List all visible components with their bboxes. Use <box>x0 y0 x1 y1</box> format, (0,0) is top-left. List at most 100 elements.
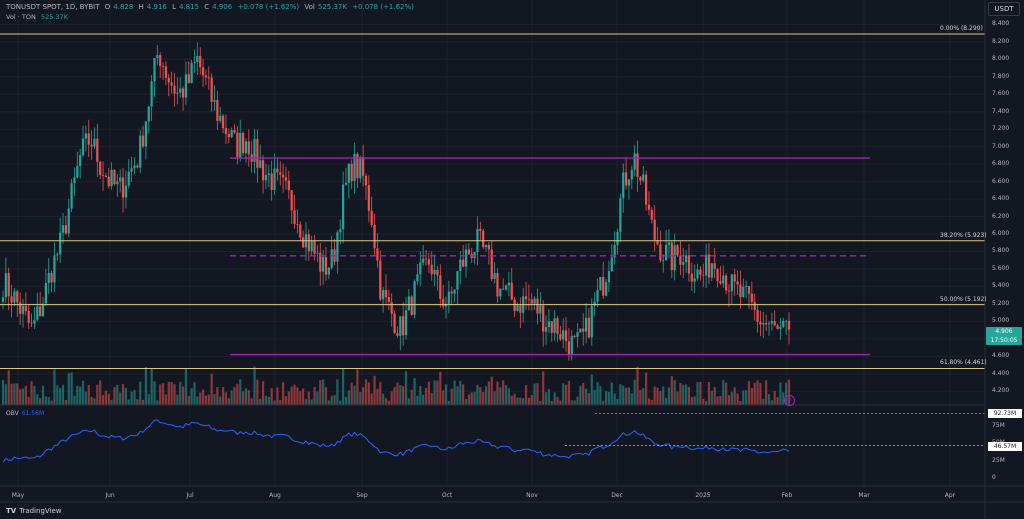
obv-value: 61.56M <box>21 410 45 417</box>
volume-bar <box>347 390 350 405</box>
obv-tick-label: 25M <box>992 456 1005 464</box>
volume-bar <box>270 388 273 405</box>
candle-body <box>213 100 216 102</box>
volume-bar <box>616 398 619 405</box>
volume-bar <box>627 387 631 405</box>
volume-bar <box>504 385 508 405</box>
candle-body <box>785 320 788 322</box>
candle-body <box>19 302 22 314</box>
candle-body <box>50 272 53 283</box>
time-tick-label: Dec <box>611 492 623 499</box>
volume-bar <box>482 392 485 405</box>
candle-body <box>516 305 519 312</box>
candle-body <box>210 77 213 102</box>
candle-body <box>193 62 196 63</box>
volume-bar <box>747 381 751 405</box>
volume-bar <box>579 385 582 405</box>
volume-bar <box>344 397 348 405</box>
currency-button[interactable]: USDT <box>988 2 1020 16</box>
alert-circle-icon[interactable]: ◎ <box>784 395 795 406</box>
price-tick-label: 4.200 <box>992 387 1010 395</box>
candle-body <box>507 282 510 286</box>
volume-bar <box>527 397 531 405</box>
volume-bar <box>139 381 142 405</box>
volume-bar <box>467 394 470 405</box>
volume-bar <box>121 384 125 405</box>
volume-bar <box>99 380 102 405</box>
candle-body <box>327 267 330 275</box>
volume-bar <box>1 379 5 405</box>
volume-bar <box>330 395 333 405</box>
volume-bar <box>676 391 679 405</box>
volume-bar <box>201 389 205 405</box>
candle-body <box>39 306 42 317</box>
price-tick-label: 4.600 <box>992 352 1010 360</box>
candle-body <box>284 177 288 181</box>
price-tick-label: 5.000 <box>992 317 1010 325</box>
candle-body <box>456 271 459 290</box>
candle-body <box>687 255 691 274</box>
time-tick-label: May <box>11 492 25 499</box>
candle-body <box>433 269 436 275</box>
volume-bar <box>502 380 505 405</box>
volume-bar <box>304 399 308 405</box>
candle-body <box>247 141 250 155</box>
symbol-label[interactable]: TONUSDT SPOT, 1D, BYBIT <box>6 3 100 11</box>
candle-body <box>59 232 62 255</box>
price-tick-label: 6.400 <box>992 195 1010 203</box>
vol-change: +0.078 (+1.62%) <box>352 3 414 11</box>
candle-body <box>104 175 107 177</box>
volume-indicator-value: 525.37K <box>40 13 68 21</box>
volume-bar <box>104 390 107 405</box>
candle-body <box>427 259 430 265</box>
volume-bar <box>430 393 433 405</box>
volume-bar <box>204 395 208 405</box>
candle-body <box>733 274 736 282</box>
candle-body <box>44 282 47 304</box>
candle-body <box>350 163 353 182</box>
volume-bar <box>156 400 159 405</box>
low-label: L <box>172 3 176 11</box>
candle-body <box>161 66 165 67</box>
volume-bar <box>524 385 528 405</box>
candle-body <box>564 330 568 342</box>
candle-body <box>530 299 533 304</box>
volume-bar <box>727 395 731 405</box>
candle-body <box>76 165 79 178</box>
volume-bar <box>24 385 27 405</box>
candle-body <box>364 175 368 186</box>
volume-bar <box>573 400 576 405</box>
volume-bar <box>324 387 328 405</box>
volume-bar <box>782 392 785 405</box>
candle-body <box>459 259 462 272</box>
volume-indicator-legend[interactable]: Vol · TON 525.37K <box>6 13 68 21</box>
candle-body <box>487 244 490 250</box>
fib-level-label: 50.00% (5.192) <box>940 295 987 303</box>
volume-bar <box>319 380 322 405</box>
tradingview-footer[interactable]: TV TradingView <box>6 507 62 515</box>
candle-body <box>604 282 608 296</box>
candle-body <box>770 320 773 324</box>
candle-body <box>787 320 791 330</box>
candle-body <box>159 55 162 67</box>
candle-body <box>567 341 571 355</box>
volume-bar <box>353 385 356 405</box>
volume-bar <box>739 400 742 405</box>
candle-body <box>1 297 5 302</box>
volume-bar <box>767 394 771 405</box>
obv-legend[interactable]: OBV 61.56M <box>6 410 44 417</box>
candle-body <box>424 258 428 260</box>
volume-bar <box>687 386 691 405</box>
volume-bar <box>596 382 599 405</box>
volume-bar <box>379 382 382 405</box>
time-tick-label: Mar <box>858 492 870 499</box>
candle-body <box>224 128 228 134</box>
obv-tag-low: 46.57M <box>988 442 1022 451</box>
volume-bar <box>282 382 285 405</box>
candle-body <box>190 62 193 83</box>
fib-level-label: 61.80% (4.461) <box>940 359 987 367</box>
volume-bar <box>279 399 282 405</box>
candle-body <box>259 160 262 168</box>
volume-bar <box>290 386 293 405</box>
